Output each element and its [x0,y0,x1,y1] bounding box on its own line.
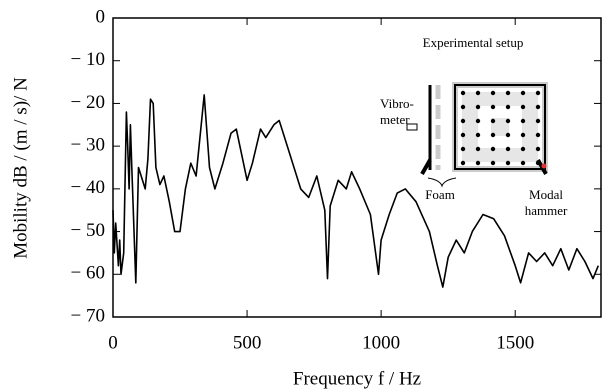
grid-dot [520,132,526,138]
y-tick-label: − 30 [71,135,105,156]
grid-dot [535,132,541,138]
annotation: Vibro- [380,96,414,111]
x-tick-label: 500 [233,332,262,353]
grid-dot [475,132,481,138]
grid-dot [460,104,466,110]
grid-dot [490,104,496,110]
annotation: meter [380,112,410,127]
grid-dot [490,146,496,152]
grid-dot [460,132,466,138]
grid-dot [535,90,541,96]
y-tick-label: 0 [96,6,106,27]
grid-dot [535,160,541,166]
annotation: hammer [525,203,568,218]
grid-dot [460,160,466,166]
annotation: Modal [529,187,563,202]
grid-dot [535,118,541,124]
grid-dot [475,160,481,166]
grid-dot [535,146,541,152]
grid-dot [460,146,466,152]
grid-dot [520,118,526,124]
y-tick-label: − 40 [71,177,105,198]
grid-dot [505,146,511,152]
y-tick-label: − 60 [71,263,105,284]
grid-dot [535,104,541,110]
grid-dot [505,90,511,96]
grid-dot [505,132,511,138]
y-tick-label: − 50 [71,220,105,241]
grid-dot [490,90,496,96]
grid-dot [490,118,496,124]
grid-dot [520,146,526,152]
grid-dot [505,118,511,124]
y-tick-label: − 20 [71,92,105,113]
grid-dot [460,90,466,96]
grid-dot [475,118,481,124]
annotation: Foam [425,187,455,202]
grid-dot [505,104,511,110]
y-tick-label: − 70 [71,305,105,326]
x-tick-label: 0 [108,332,118,353]
x-axis-label: Frequency f / Hz [293,368,421,389]
grid-dot [490,132,496,138]
inset-diagram [406,82,548,188]
annotation: Experimental setup [423,35,524,50]
plot-frame [112,17,602,318]
grid-dot [490,160,496,166]
x-tick-label: 1500 [496,332,534,353]
grid-dot [520,160,526,166]
grid-dot [475,90,481,96]
y-tick-label: − 10 [71,49,105,70]
grid-dot [520,90,526,96]
grid-dot [460,118,466,124]
grid-dot [520,104,526,110]
x-tick-label: 1000 [362,332,400,353]
data-line [112,94,600,288]
grid-dot [475,104,481,110]
grid-dot [475,146,481,152]
grid-dot [505,160,511,166]
y-axis-label: Mobility dB / (m / s)/ N [10,77,31,259]
